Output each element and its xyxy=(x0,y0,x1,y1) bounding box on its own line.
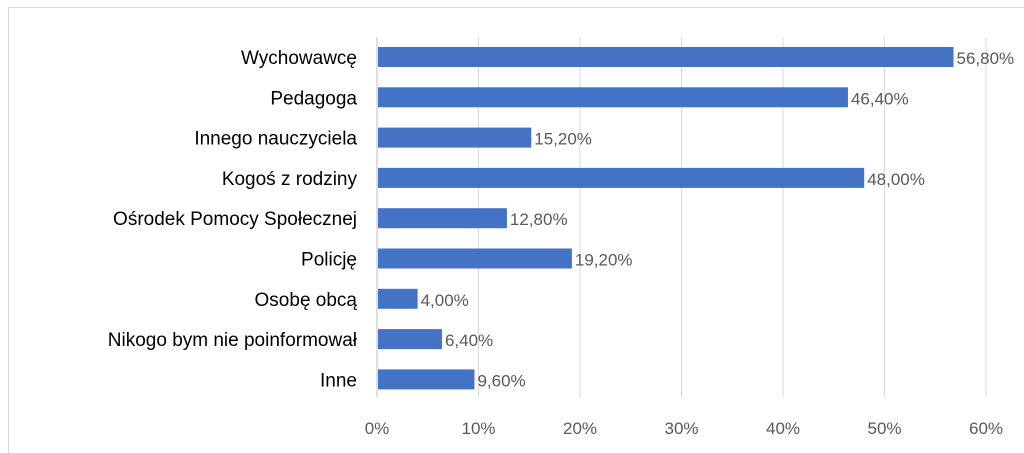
x-tick-label: 0% xyxy=(365,419,390,438)
category-label: Kogoś z rodziny xyxy=(222,169,358,190)
data-label: 19,20% xyxy=(575,251,633,270)
bar xyxy=(378,47,954,67)
bar xyxy=(378,329,442,350)
bar xyxy=(378,248,572,269)
data-label: 4,00% xyxy=(421,291,469,310)
x-tick-labels: 0% 10% 20% 30% 40% 50% 60% xyxy=(365,419,1003,438)
category-label: Pedagoga xyxy=(270,88,357,109)
x-tick-label: 60% xyxy=(969,419,1003,438)
category-labels: Wychowawcę Pedagoga Innego nauczyciela Kogo… xyxy=(108,48,358,391)
category-label: Osobę obcą xyxy=(255,290,358,311)
category-label: Nikogo bym nie poinformował xyxy=(108,330,358,351)
bars xyxy=(378,47,954,390)
data-label: 56,80% xyxy=(957,49,1015,68)
data-label: 6,40% xyxy=(445,331,493,350)
data-label: 15,20% xyxy=(534,130,592,149)
category-label: Policję xyxy=(301,250,357,271)
data-label: 48,00% xyxy=(867,170,925,189)
bar xyxy=(378,87,848,108)
data-label: 46,40% xyxy=(851,89,909,108)
data-label: 12,80% xyxy=(510,210,568,229)
bar xyxy=(378,167,865,188)
x-tick-label: 50% xyxy=(867,419,901,438)
bar xyxy=(378,208,507,229)
category-label: Innego nauczyciela xyxy=(194,129,357,150)
x-tick-label: 10% xyxy=(461,419,495,438)
value-labels: 56,80% 46,40% 15,20% 48,00% 12,80% 19,20% 4,00… xyxy=(421,49,1015,390)
category-label: Inne xyxy=(320,370,357,391)
x-tick-label: 20% xyxy=(563,419,597,438)
category-label: Wychowawcę xyxy=(241,48,357,69)
data-label: 9,60% xyxy=(477,371,525,390)
x-tick-label: 40% xyxy=(766,419,800,438)
bar xyxy=(378,127,532,148)
category-label: Ośrodek Pomocy Społecznej xyxy=(113,209,357,230)
chart-frame xyxy=(8,7,1024,453)
x-tick-label: 30% xyxy=(664,419,698,438)
bar xyxy=(378,288,418,309)
bar xyxy=(378,369,475,390)
